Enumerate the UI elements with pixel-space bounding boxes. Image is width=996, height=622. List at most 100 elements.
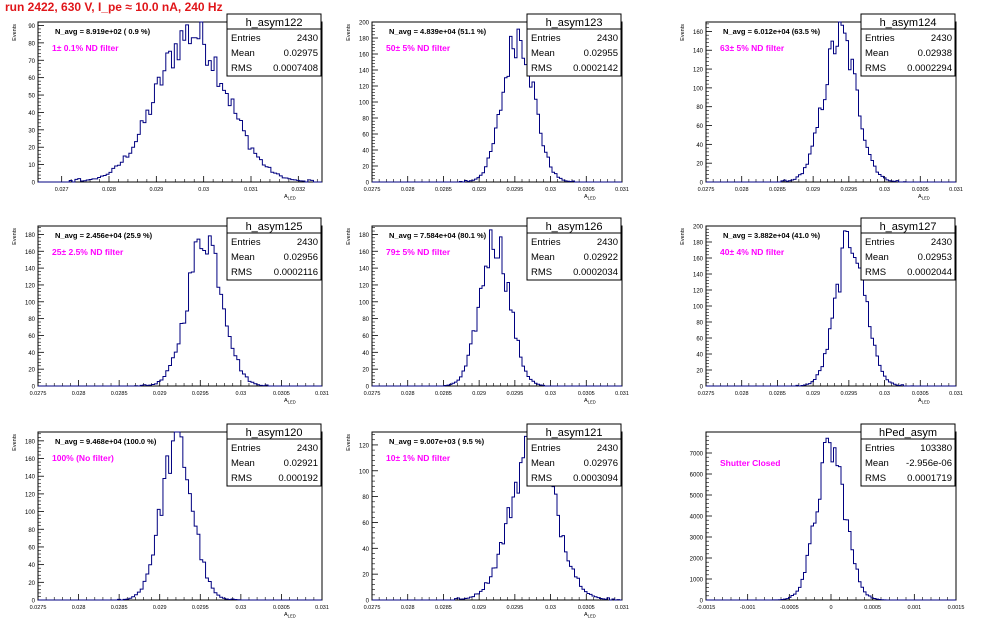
histogram-series bbox=[38, 235, 322, 387]
y-tick-label: 80 bbox=[362, 495, 369, 501]
stats-value: 2430 bbox=[297, 237, 318, 248]
stats-value: 0.0001719 bbox=[907, 473, 952, 484]
y-tick-label: 160 bbox=[25, 250, 36, 256]
stats-box: h_asym126 Entries 2430 Mean 0.02922 RMS 0.0002… bbox=[526, 217, 622, 281]
histogram-name: h_asym124 bbox=[880, 17, 937, 29]
panel-h_asym120: 0 20 40 60 80 100 120 140 160 180 0.0275 0.028 0.028… bbox=[12, 423, 329, 619]
y-tick-label: 60 bbox=[28, 545, 35, 551]
navg-label: N_avg = 2.456e+04 (25.9 %) bbox=[55, 231, 153, 240]
y-tick-label: 0 bbox=[32, 181, 36, 187]
histogram-name: h_asym123 bbox=[546, 17, 603, 29]
filter-label: 63± 5% ND filter bbox=[720, 43, 785, 53]
x-tick-label: 0.029 bbox=[472, 391, 486, 397]
stats-box-frame bbox=[226, 423, 322, 487]
filter-label: 40± 4% ND filter bbox=[720, 247, 785, 257]
stats-value: 2430 bbox=[597, 443, 618, 454]
y-tick-label: 100 bbox=[693, 86, 704, 92]
y-tick-label: 80 bbox=[696, 321, 703, 327]
y-tick-label: 140 bbox=[693, 49, 704, 55]
x-tick-label: 0.028 bbox=[401, 391, 415, 397]
y-tick-label: 0 bbox=[700, 385, 704, 391]
stats-value: 2430 bbox=[931, 33, 952, 44]
stats-value: 0.02975 bbox=[284, 48, 318, 59]
stats-label: Entries bbox=[531, 443, 561, 454]
stats-label: RMS bbox=[531, 63, 552, 74]
y-axis-label: Events bbox=[680, 24, 686, 41]
histogram-series bbox=[372, 229, 622, 387]
navg-label: N_avg = 8.919e+02 ( 0.9 %) bbox=[55, 27, 151, 36]
x-tick-label: 0.0295 bbox=[506, 187, 523, 193]
stats-label: Mean bbox=[531, 48, 555, 59]
x-tick-label: 0.031 bbox=[615, 187, 629, 193]
y-tick-label: 180 bbox=[359, 233, 370, 239]
x-tick-label: 0.0285 bbox=[435, 605, 452, 611]
filter-label: Shutter Closed bbox=[720, 458, 780, 468]
stats-label: RMS bbox=[531, 267, 552, 278]
y-tick-label: 200 bbox=[693, 225, 704, 231]
x-tick-label: 0.029 bbox=[806, 187, 820, 193]
stats-value: 2430 bbox=[297, 33, 318, 44]
x-tick-label: 0.0005 bbox=[864, 605, 881, 611]
y-tick-label: 60 bbox=[362, 521, 369, 527]
stats-value: 0.0002116 bbox=[274, 267, 318, 278]
y-tick-label: 180 bbox=[25, 233, 36, 239]
x-tick-label: 0.0015 bbox=[948, 605, 965, 611]
x-tick-label: 0.031 bbox=[615, 605, 629, 611]
histogram-name: h_asym121 bbox=[546, 427, 603, 439]
x-tick-label: 0.031 bbox=[315, 605, 329, 611]
stats-label: Entries bbox=[531, 33, 561, 44]
y-tick-label: 60 bbox=[28, 76, 35, 82]
y-tick-label: 20 bbox=[362, 368, 369, 374]
y-tick-label: 120 bbox=[693, 289, 704, 295]
y-tick-label: 60 bbox=[362, 133, 369, 139]
x-tick-label: 0.029 bbox=[472, 187, 486, 193]
histogram-name: h_asym126 bbox=[546, 221, 603, 233]
histogram-name: h_asym127 bbox=[880, 221, 937, 233]
x-axis-label: ALED bbox=[584, 194, 596, 201]
x-tick-label: -0.0005 bbox=[780, 605, 799, 611]
y-tick-label: 20 bbox=[28, 368, 35, 374]
y-tick-label: 80 bbox=[28, 317, 35, 323]
x-tick-label: 0.0305 bbox=[578, 605, 595, 611]
panel-hPed_asym: 0 1000 2000 3000 4000 5000 6000 7000 -0.0015 -0.0… bbox=[690, 423, 965, 611]
histogram-series bbox=[372, 28, 622, 183]
y-tick-label: 160 bbox=[359, 250, 370, 256]
stats-box-frame bbox=[226, 217, 322, 281]
stats-label: Mean bbox=[865, 458, 889, 469]
x-tick-label: 0.029 bbox=[153, 605, 167, 611]
y-tick-label: 60 bbox=[28, 334, 35, 340]
y-tick-label: 120 bbox=[359, 443, 370, 449]
x-tick-label: 0.031 bbox=[949, 391, 963, 397]
stats-label: RMS bbox=[231, 473, 252, 484]
histogram-name: hPed_asym bbox=[879, 427, 937, 439]
navg-label: N_avg = 3.882e+04 (41.0 %) bbox=[723, 231, 821, 240]
x-tick-label: 0.0275 bbox=[364, 391, 381, 397]
x-axis-label: ALED bbox=[584, 612, 596, 619]
y-tick-label: 100 bbox=[25, 510, 36, 516]
x-tick-label: 0.029 bbox=[472, 605, 486, 611]
stats-box-frame bbox=[526, 13, 622, 77]
navg-label: N_avg = 9.468e+04 (100.0 %) bbox=[55, 437, 157, 446]
x-tick-label: 0.0305 bbox=[273, 391, 290, 397]
x-tick-label: 0.03 bbox=[545, 391, 556, 397]
y-tick-label: 140 bbox=[359, 69, 370, 75]
stats-value: 0.0007408 bbox=[273, 63, 318, 74]
stats-value: 0.0002044 bbox=[907, 267, 952, 278]
x-axis-label: ALED bbox=[584, 398, 596, 405]
y-tick-label: 1000 bbox=[690, 578, 704, 584]
x-tick-label: 0.029 bbox=[153, 391, 167, 397]
y-tick-label: 40 bbox=[28, 351, 35, 357]
run-title: run 2422, 630 V, I_pe ≈ 10.0 nA, 240 Hz bbox=[5, 0, 223, 14]
filter-label: 50± 5% ND filter bbox=[386, 43, 451, 53]
stats-value: -2.956e-06 bbox=[906, 458, 952, 469]
x-tick-label: 0.0285 bbox=[769, 187, 786, 193]
filter-label: 25± 2.5% ND filter bbox=[52, 247, 124, 257]
y-tick-label: 20 bbox=[362, 165, 369, 171]
stats-label: Entries bbox=[531, 237, 561, 248]
stats-label: RMS bbox=[531, 473, 552, 484]
filter-label: 79± 5% ND filter bbox=[386, 247, 451, 257]
stats-label: Mean bbox=[231, 252, 255, 263]
x-tick-label: 0.027 bbox=[55, 187, 69, 193]
y-tick-label: 30 bbox=[28, 128, 35, 134]
